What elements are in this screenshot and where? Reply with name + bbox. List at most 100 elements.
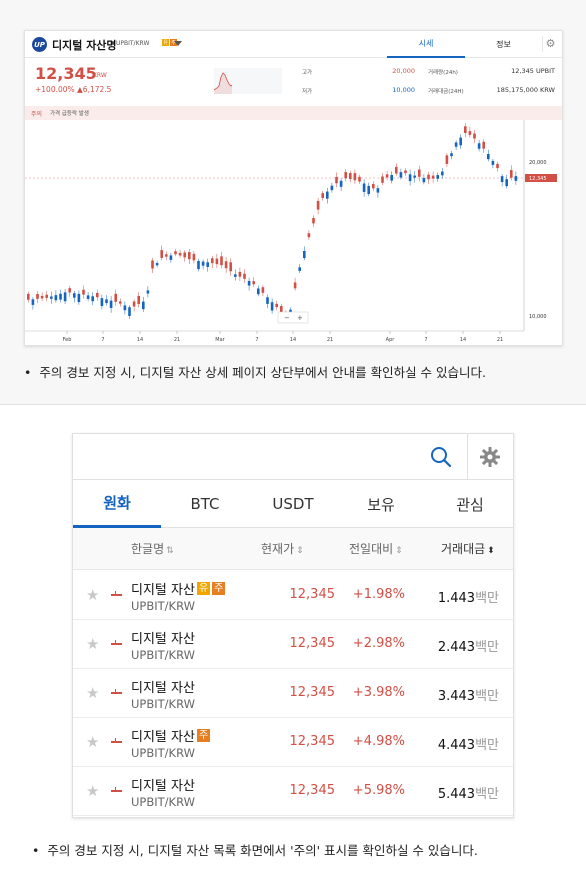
volume-value: 12,345 UPBIT xyxy=(511,67,555,75)
price-unit: KRW xyxy=(93,72,107,79)
candle xyxy=(142,301,145,310)
candle xyxy=(367,185,370,194)
candle xyxy=(445,155,449,164)
chevron-down-icon[interactable] xyxy=(174,41,182,46)
current-price: 12,345 xyxy=(289,783,336,798)
mini-chart-icon xyxy=(111,689,122,694)
notice-tag: 주의 xyxy=(31,111,43,118)
asset-name: 디지털 자산 xyxy=(131,677,195,696)
trade-volume-unit: 백만 xyxy=(475,787,499,802)
table-row[interactable]: ★ 디지털 자산 UPBIT/KRW 12,345 +2.98% 2.443백만 xyxy=(73,620,513,669)
asset-name: 디지털 자산 유 주 xyxy=(131,579,226,598)
candle xyxy=(349,173,352,180)
zoom-in-button[interactable]: + xyxy=(297,314,303,322)
candle xyxy=(45,294,48,298)
search-input[interactable] xyxy=(83,442,423,472)
tab-favorites[interactable]: 관심 xyxy=(456,495,484,514)
candle xyxy=(510,170,513,178)
candle xyxy=(358,176,361,182)
amount-label: 거래대금(24H) xyxy=(428,89,464,95)
header-price[interactable]: 현재가 ⇕ xyxy=(261,540,304,557)
candle xyxy=(353,173,357,181)
candle xyxy=(454,142,458,147)
asset-list-card: 원화 BTC USDT 보유 관심 한글명 ⇅ 현재가 ⇕ 전일대비 ⇕ 거래대금 ⬍ … xyxy=(72,433,514,818)
candle xyxy=(270,302,274,311)
tab-btc[interactable]: BTC xyxy=(190,495,220,513)
candle xyxy=(82,289,85,295)
notice-text: 가격 급등락 발생 xyxy=(50,111,89,117)
header-name[interactable]: 한글명 ⇅ xyxy=(131,540,174,557)
star-icon[interactable]: ★ xyxy=(86,635,100,653)
star-icon[interactable]: ★ xyxy=(86,586,100,604)
candle xyxy=(431,175,435,179)
sort-icon: ⇅ xyxy=(166,546,174,556)
trade-volume-unit: 백만 xyxy=(475,738,499,753)
trade-volume-value: 2.443 xyxy=(437,640,476,655)
x-tick-label: Feb xyxy=(63,337,72,343)
x-tick-label: 7 xyxy=(101,337,104,343)
candle xyxy=(27,293,30,300)
table-row[interactable]: ★ 디지털 자산 유 주 UPBIT/KRW 12,345 +1.98% 1.443… xyxy=(73,571,513,620)
current-price: 12,345 xyxy=(289,587,336,602)
trade-volume-unit: 백만 xyxy=(475,640,499,655)
x-tick-label: 14 xyxy=(290,337,296,343)
candle xyxy=(413,175,416,178)
warning-badge: 유 xyxy=(162,39,169,46)
candle xyxy=(464,126,467,133)
caption-list-text: 주의 경보 지정 시, 디지털 자산 목록 화면에서 '주의' 표시를 확인하실… xyxy=(47,843,478,858)
trade-volume-unit: 백만 xyxy=(475,689,499,704)
tab-usdt[interactable]: USDT xyxy=(272,495,314,513)
star-icon[interactable]: ★ xyxy=(86,684,100,702)
x-tick-label: 7 xyxy=(255,337,258,343)
candle xyxy=(505,179,508,187)
candle xyxy=(206,262,209,267)
candle xyxy=(376,188,380,193)
table-row[interactable]: ★ 디지털 자산 주 UPBIT/KRW 12,345 +4.98% 4.443백… xyxy=(73,718,513,767)
candle xyxy=(491,160,495,165)
candle xyxy=(123,305,127,311)
asset-name-text: 디지털 자산 xyxy=(131,730,195,745)
star-icon[interactable]: ★ xyxy=(86,782,100,800)
caption-list: • 주의 경보 지정 시, 디지털 자산 목록 화면에서 '주의' 표시를 확인하… xyxy=(32,843,478,858)
tab-info[interactable]: 정보 xyxy=(496,40,511,49)
gear-icon[interactable] xyxy=(478,445,502,469)
tab-krw[interactable]: 원화 xyxy=(73,480,161,528)
asset-name-text: 디지털 자산 xyxy=(131,779,195,794)
candle xyxy=(229,262,232,272)
gear-icon[interactable]: ⚙ xyxy=(542,36,558,52)
star-icon[interactable]: ★ xyxy=(86,733,100,751)
asset-code: UPBIT/KRW xyxy=(116,40,150,47)
candlestick-chart[interactable]: Feb 7 14 21 Mar 7 14 21 Apr 7 14 21 20,000 10,000 1… xyxy=(25,120,564,345)
tab-price[interactable]: 시세 xyxy=(387,31,465,58)
candle xyxy=(326,191,329,199)
candle xyxy=(404,170,407,174)
candle xyxy=(105,299,108,304)
sort-icon: ⇕ xyxy=(296,546,304,556)
trade-volume-value: 1.443 xyxy=(437,591,476,606)
x-tick-label: 14 xyxy=(137,337,143,343)
asset-code: UPBIT/KRW xyxy=(131,795,195,809)
candle xyxy=(321,193,324,199)
candle xyxy=(36,294,39,299)
sort-desc-icon: ⬍ xyxy=(487,546,495,556)
header-change[interactable]: 전일대비 ⇕ xyxy=(349,540,403,557)
candle xyxy=(450,153,453,157)
candle xyxy=(243,273,246,279)
caution-badge: 주 xyxy=(170,39,177,46)
x-tick-label: 21 xyxy=(327,337,333,343)
candle xyxy=(146,290,150,294)
asset-name-text: 디지털 자산 xyxy=(131,583,195,598)
change-rate: +3.98% xyxy=(352,685,405,700)
candle xyxy=(459,137,462,146)
candle xyxy=(298,267,301,271)
header-volume[interactable]: 거래대금 ⬍ xyxy=(441,540,495,557)
table-row[interactable]: ★ 디지털 자산 UPBIT/KRW 12,345 +5.98% 5.443백만 xyxy=(73,767,513,816)
candle xyxy=(151,260,154,269)
zoom-out-button[interactable]: − xyxy=(284,314,290,322)
candle xyxy=(155,263,159,266)
table-row[interactable]: ★ 디지털 자산 UPBIT/KRW 12,345 +3.98% 3.443백만 xyxy=(73,669,513,718)
tab-holdings[interactable]: 보유 xyxy=(367,495,395,514)
table-header: 한글명 ⇅ 현재가 ⇕ 전일대비 ⇕ 거래대금 ⬍ xyxy=(73,528,513,570)
mini-chart-icon xyxy=(111,738,122,743)
search-icon[interactable] xyxy=(429,445,453,469)
